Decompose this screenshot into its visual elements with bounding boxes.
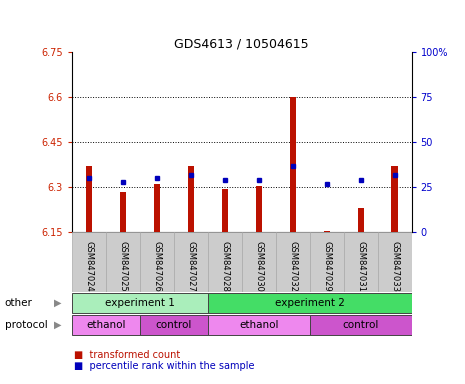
Bar	[208, 315, 310, 335]
Bar	[208, 293, 412, 313]
Text: protocol: protocol	[5, 320, 47, 330]
Text: ■  transformed count: ■ transformed count	[74, 350, 180, 360]
Text: GSM847029: GSM847029	[322, 241, 331, 292]
Text: GSM847024: GSM847024	[85, 241, 93, 292]
Text: experiment 2: experiment 2	[275, 298, 345, 308]
Title: GDS4613 / 10504615: GDS4613 / 10504615	[174, 38, 309, 51]
Text: GSM847030: GSM847030	[254, 241, 263, 292]
Bar	[256, 186, 262, 232]
Text: ▶: ▶	[53, 320, 61, 330]
Bar	[154, 184, 160, 232]
Text: experiment 1: experiment 1	[105, 298, 175, 308]
Bar	[72, 232, 106, 292]
Text: control: control	[156, 320, 192, 330]
Bar	[86, 166, 92, 232]
Text: other: other	[5, 298, 33, 308]
Bar	[106, 232, 140, 292]
Bar	[188, 166, 194, 232]
Text: GSM847031: GSM847031	[356, 241, 365, 292]
Bar	[324, 231, 330, 232]
Bar	[290, 97, 296, 232]
Text: ▶: ▶	[53, 298, 61, 308]
Bar	[310, 232, 344, 292]
Bar	[242, 232, 276, 292]
Bar	[72, 293, 208, 313]
Bar	[174, 232, 208, 292]
Text: ethanol: ethanol	[86, 320, 126, 330]
Bar	[208, 232, 242, 292]
Bar	[392, 166, 398, 232]
Bar	[310, 315, 412, 335]
Text: GSM847026: GSM847026	[153, 241, 161, 292]
Bar	[120, 192, 126, 232]
Bar	[358, 208, 364, 232]
Text: GSM847032: GSM847032	[288, 241, 297, 292]
Text: GSM847033: GSM847033	[390, 241, 399, 292]
Bar	[222, 189, 228, 232]
Text: ■  percentile rank within the sample: ■ percentile rank within the sample	[74, 361, 255, 371]
Bar	[72, 315, 140, 335]
Bar	[140, 232, 174, 292]
Bar	[378, 232, 412, 292]
Text: ethanol: ethanol	[239, 320, 279, 330]
Bar	[276, 232, 310, 292]
Text: GSM847027: GSM847027	[186, 241, 195, 292]
Bar	[344, 232, 378, 292]
Text: GSM847025: GSM847025	[119, 241, 127, 292]
Bar	[140, 315, 208, 335]
Text: GSM847028: GSM847028	[220, 241, 229, 292]
Text: control: control	[342, 320, 379, 330]
